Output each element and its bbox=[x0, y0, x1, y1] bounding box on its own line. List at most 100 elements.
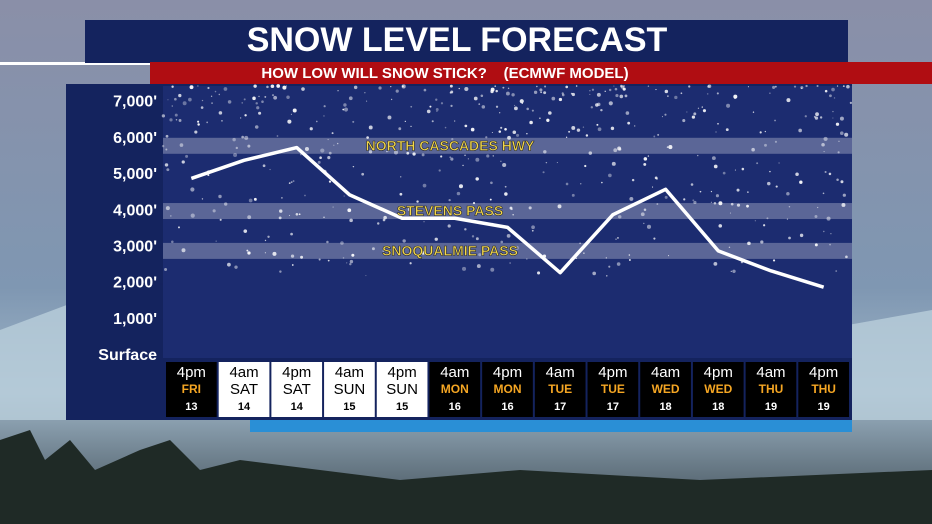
x-tick-date: 17 bbox=[554, 401, 566, 413]
snowflake bbox=[713, 202, 717, 205]
snowflake bbox=[254, 125, 259, 129]
snowflake bbox=[278, 216, 282, 220]
snowflake bbox=[829, 243, 831, 246]
snowflake bbox=[589, 93, 591, 95]
snowflake bbox=[342, 108, 345, 111]
snowflake bbox=[702, 109, 707, 113]
snowflake bbox=[490, 89, 494, 94]
snowflake bbox=[492, 212, 495, 215]
snowflake bbox=[536, 85, 538, 88]
snowflake bbox=[410, 105, 413, 108]
snowflake bbox=[691, 115, 696, 119]
snowflake bbox=[545, 161, 548, 164]
snowflake bbox=[390, 86, 392, 88]
snowflake bbox=[175, 119, 178, 121]
snowflake bbox=[295, 212, 299, 216]
snowflake bbox=[788, 236, 791, 240]
snowflake bbox=[622, 87, 626, 91]
snowflake bbox=[606, 275, 608, 277]
snowflake bbox=[207, 86, 210, 90]
snowflake bbox=[181, 248, 186, 253]
snow-level-line bbox=[190, 145, 825, 289]
snowflake bbox=[171, 240, 174, 244]
subtitle-banner bbox=[150, 62, 932, 84]
snowflake bbox=[434, 237, 438, 241]
snowflake bbox=[331, 132, 334, 135]
snowflake bbox=[682, 119, 686, 123]
snowflake bbox=[680, 92, 683, 95]
snowflake bbox=[243, 229, 248, 233]
snowflake bbox=[764, 143, 767, 147]
time-column bbox=[587, 362, 639, 417]
snowflake bbox=[575, 85, 578, 87]
snowflake bbox=[165, 206, 170, 211]
snowflake bbox=[583, 252, 585, 254]
snowflake bbox=[267, 235, 270, 238]
snowflake bbox=[366, 136, 369, 139]
snowflake bbox=[616, 262, 621, 266]
snowflake bbox=[264, 95, 267, 98]
x-tick-time: 4pm bbox=[177, 364, 206, 381]
snowflake bbox=[693, 200, 697, 205]
snowflake bbox=[772, 259, 776, 262]
snowflake bbox=[514, 106, 518, 111]
snowflake bbox=[409, 262, 412, 265]
y-tick-label: 7,000' bbox=[113, 94, 157, 111]
snowflake bbox=[531, 109, 534, 112]
snowflake bbox=[822, 192, 825, 195]
snowflake bbox=[500, 126, 503, 129]
snowflake bbox=[568, 130, 571, 133]
snowflake bbox=[169, 118, 173, 122]
snowflake bbox=[467, 158, 469, 160]
snowflake bbox=[270, 84, 275, 89]
y-tick-label: 5,000' bbox=[113, 166, 157, 183]
snowflake bbox=[366, 100, 368, 102]
snowflake bbox=[608, 265, 611, 268]
snowflake bbox=[747, 191, 749, 194]
snowflake bbox=[298, 213, 301, 216]
snowflake bbox=[215, 240, 217, 242]
snowflake bbox=[504, 192, 508, 196]
snowflake bbox=[565, 85, 569, 89]
snowflake bbox=[185, 154, 189, 158]
snowflake bbox=[628, 254, 631, 256]
snowflake bbox=[435, 108, 439, 111]
snowflake bbox=[279, 209, 283, 213]
snowflake bbox=[323, 105, 326, 108]
snowflake bbox=[300, 255, 304, 259]
snowflake bbox=[647, 155, 650, 157]
snowflake bbox=[759, 131, 762, 134]
snowflake bbox=[799, 233, 804, 238]
snowflake bbox=[824, 170, 827, 174]
snowflake bbox=[699, 190, 702, 193]
snowflake bbox=[656, 203, 659, 205]
snowflake bbox=[161, 114, 166, 118]
snowflake bbox=[502, 86, 505, 89]
time-column bbox=[376, 362, 428, 417]
x-tick-date: 15 bbox=[396, 401, 408, 413]
snowflake bbox=[718, 201, 723, 206]
snowflake bbox=[458, 87, 460, 90]
snowflake bbox=[458, 184, 464, 189]
snowflake bbox=[276, 135, 279, 137]
snowflake bbox=[815, 112, 819, 117]
snowflake bbox=[178, 119, 182, 122]
snowflake bbox=[399, 192, 403, 196]
time-column bbox=[692, 362, 744, 417]
snowflake bbox=[234, 265, 238, 269]
snowflake bbox=[333, 144, 335, 146]
snowflake bbox=[382, 250, 385, 252]
snowflake bbox=[565, 136, 568, 138]
snowflake bbox=[697, 154, 699, 157]
snowflake bbox=[710, 190, 713, 193]
x-tick-date: 15 bbox=[343, 401, 355, 413]
snowflake bbox=[320, 148, 325, 153]
x-tick-date: 14 bbox=[238, 401, 251, 413]
x-tick-time: 4am bbox=[229, 364, 258, 381]
snowflake bbox=[579, 242, 581, 245]
snowflake bbox=[269, 168, 271, 171]
snowflake bbox=[845, 255, 848, 259]
snowflake bbox=[651, 186, 654, 188]
snowflake bbox=[814, 243, 818, 247]
snowflake bbox=[774, 119, 776, 122]
